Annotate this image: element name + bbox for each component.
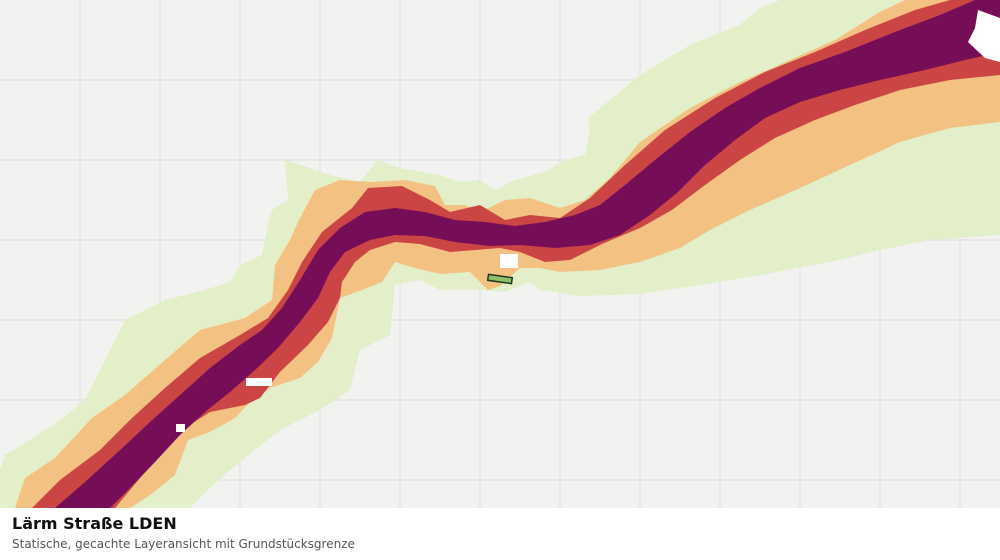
noise-map-canvas <box>0 0 1000 508</box>
parcel-boundary[interactable] <box>486 273 514 285</box>
map-title: Lärm Straße LDEN <box>12 514 177 533</box>
map-caption: Lärm Straße LDEN Statische, gecachte Lay… <box>0 508 1000 560</box>
no-data-cutout <box>176 424 185 432</box>
no-data-cutout <box>246 378 272 386</box>
no-data-cutout <box>500 254 518 268</box>
no-data-cutout <box>968 10 1000 62</box>
noise-map[interactable] <box>0 0 1000 508</box>
map-subtitle: Statische, gecachte Layeransicht mit Gru… <box>12 537 355 551</box>
noise-zone-band-3 <box>32 0 1000 508</box>
noise-zone-core <box>55 0 1000 508</box>
